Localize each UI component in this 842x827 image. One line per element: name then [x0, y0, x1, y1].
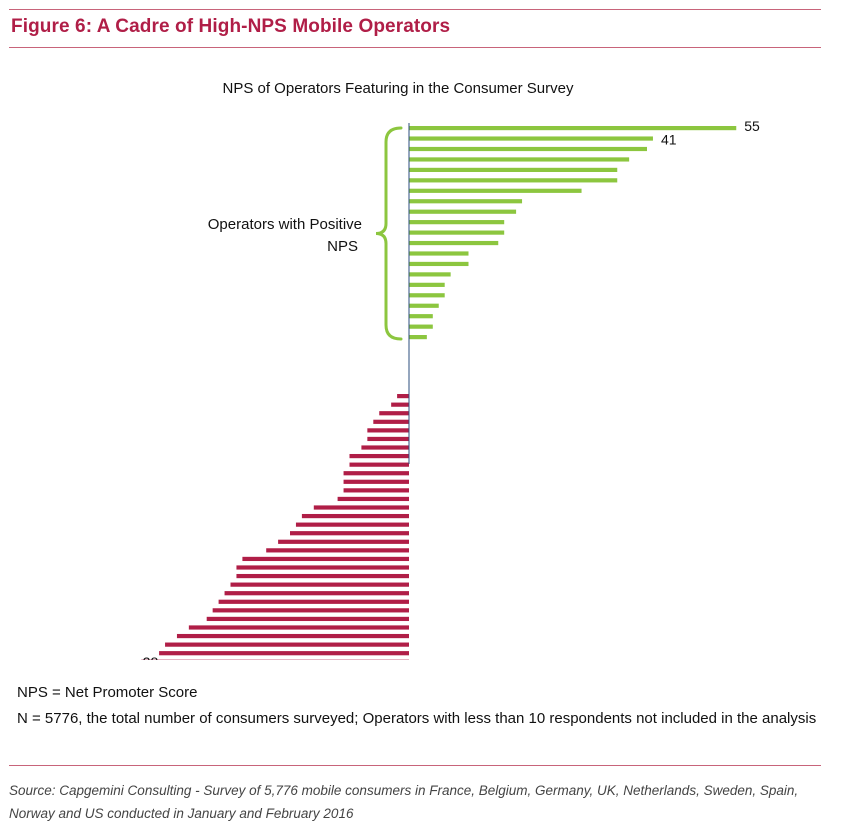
bar-positive	[409, 261, 469, 267]
data-label: 41	[661, 131, 677, 147]
bar-negative	[218, 599, 409, 604]
bar-negative	[373, 419, 409, 424]
bar-negative	[165, 642, 409, 647]
bar-negative	[206, 616, 409, 622]
source-note: Source: Capgemini Consulting - Survey of…	[9, 783, 799, 821]
bar-negative	[349, 453, 409, 459]
top-rule	[9, 9, 821, 10]
bar-positive	[409, 220, 505, 225]
bar-negative	[343, 471, 409, 476]
figure-title: Figure 6: A Cadre of High-NPS Mobile Ope…	[11, 16, 451, 37]
bar-negative	[313, 505, 409, 510]
bar-negative	[159, 651, 409, 656]
title-rule	[9, 47, 821, 48]
bar-negative	[301, 513, 409, 519]
bar-positive	[409, 146, 647, 152]
nps-definition: NPS = Net Promoter Score	[17, 684, 198, 701]
bar-negative	[397, 394, 409, 399]
annotation-positive-nps: Operators with Positive NPS	[208, 216, 362, 255]
chart-title: NPS of Operators Featuring in the Consum…	[223, 80, 574, 97]
data-label: 55	[744, 118, 760, 134]
bar-positive	[409, 199, 523, 204]
bar-positive	[409, 136, 653, 141]
bar-positive	[409, 157, 630, 162]
bar-negative	[343, 479, 409, 484]
bar-negative	[379, 411, 409, 416]
bar-negative	[367, 428, 409, 433]
bar-negative	[278, 539, 409, 544]
bar-negative	[266, 548, 409, 553]
brace-positive	[375, 126, 403, 341]
bar-positive	[409, 209, 517, 214]
bar-negative	[391, 402, 409, 407]
bar-positive	[409, 167, 618, 172]
bar-negative	[242, 556, 409, 562]
nps-chart: NPS of Operators Featuring in the Consum…	[138, 80, 760, 660]
bar-positive	[409, 335, 427, 340]
sample-note: N = 5776, the total number of consumers …	[17, 710, 817, 727]
bar-negative	[361, 445, 409, 450]
bar-positive	[409, 251, 469, 256]
bar-positive	[409, 324, 433, 329]
bar-positive	[409, 314, 433, 319]
bar-negative	[295, 522, 409, 527]
bar-positive	[409, 126, 737, 131]
bar-negative	[236, 565, 409, 570]
bar-positive	[409, 230, 505, 235]
source-rule	[9, 765, 821, 766]
bar-negative	[230, 582, 409, 587]
bar-negative	[188, 625, 409, 630]
bar-positive	[409, 282, 445, 287]
bar-positive	[409, 188, 582, 193]
bar-negative	[212, 608, 409, 613]
bar-positive	[409, 293, 445, 298]
bar-negative	[367, 436, 409, 442]
data-label: -28	[138, 654, 158, 660]
bar-negative	[349, 462, 409, 467]
bar-positive	[409, 303, 439, 308]
bar-positive	[409, 178, 618, 183]
bar-positive	[409, 272, 451, 277]
bar-negative	[176, 633, 409, 639]
bar-negative	[337, 496, 409, 502]
bar-positive	[409, 240, 499, 246]
bar-negative	[343, 488, 409, 493]
bar-negative	[290, 531, 409, 536]
bar-negative	[236, 573, 409, 579]
bar-negative	[224, 591, 409, 596]
